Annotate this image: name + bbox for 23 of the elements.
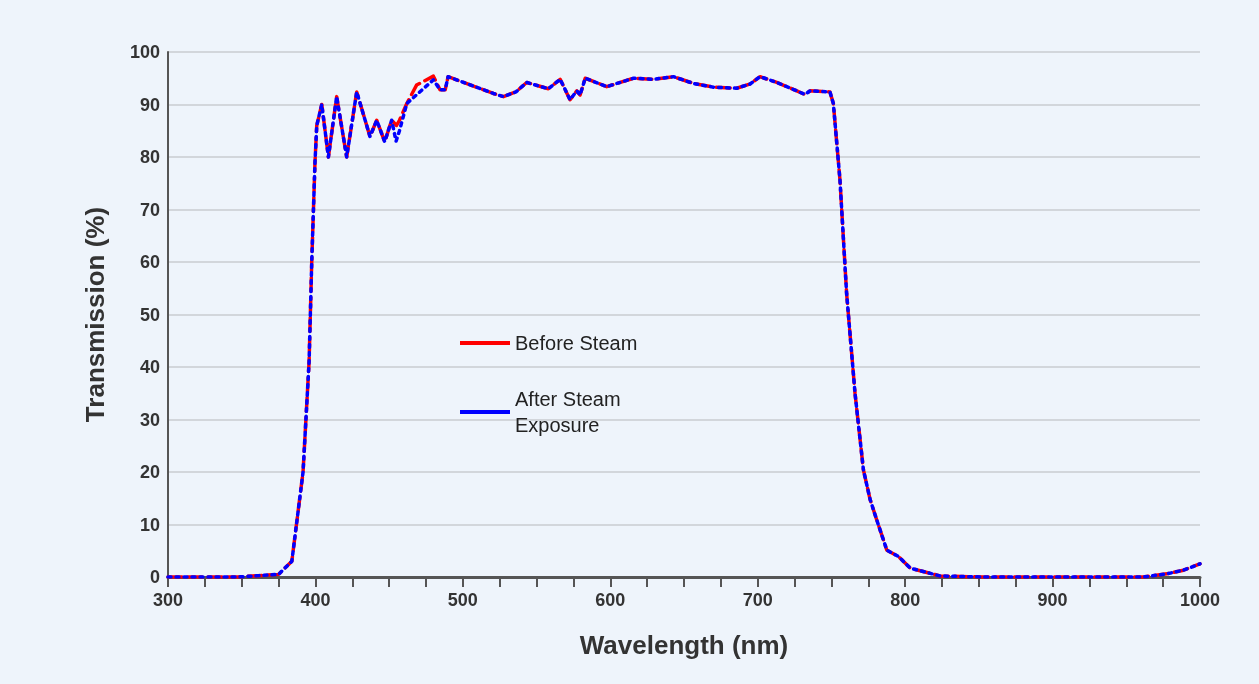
y-tick-label: 80 bbox=[139, 147, 160, 167]
x-tick-label: 400 bbox=[300, 590, 331, 610]
x-tick-label: 600 bbox=[595, 590, 626, 610]
x-tick-label: 900 bbox=[1037, 590, 1068, 610]
x-tick-label: 800 bbox=[890, 590, 921, 610]
y-tick-label: 20 bbox=[139, 462, 160, 482]
y-tick-label: 90 bbox=[139, 94, 160, 115]
x-tick-label: 700 bbox=[742, 590, 773, 610]
y-tick-label: 30 bbox=[139, 409, 160, 430]
x-axis-title: Wavelength (nm) bbox=[579, 630, 789, 660]
y-tick-label: 100 bbox=[129, 42, 160, 62]
x-tick-label: 500 bbox=[447, 590, 478, 610]
x-tick-label: 1000 bbox=[1179, 590, 1221, 610]
y-tick-label: 40 bbox=[139, 357, 160, 377]
y-tick-label: 50 bbox=[139, 304, 160, 325]
legend-label: After Steam Exposure bbox=[515, 388, 627, 436]
y-tick-label: 60 bbox=[139, 252, 160, 272]
y-tick-label: 70 bbox=[139, 199, 160, 220]
y-tick-label: 10 bbox=[139, 514, 160, 535]
y-axis-title: Transmission (%) bbox=[80, 206, 110, 423]
x-tick-label: 300 bbox=[152, 590, 184, 610]
legend-label: Before Steam bbox=[515, 332, 638, 354]
y-tick-label: 0 bbox=[149, 567, 160, 587]
